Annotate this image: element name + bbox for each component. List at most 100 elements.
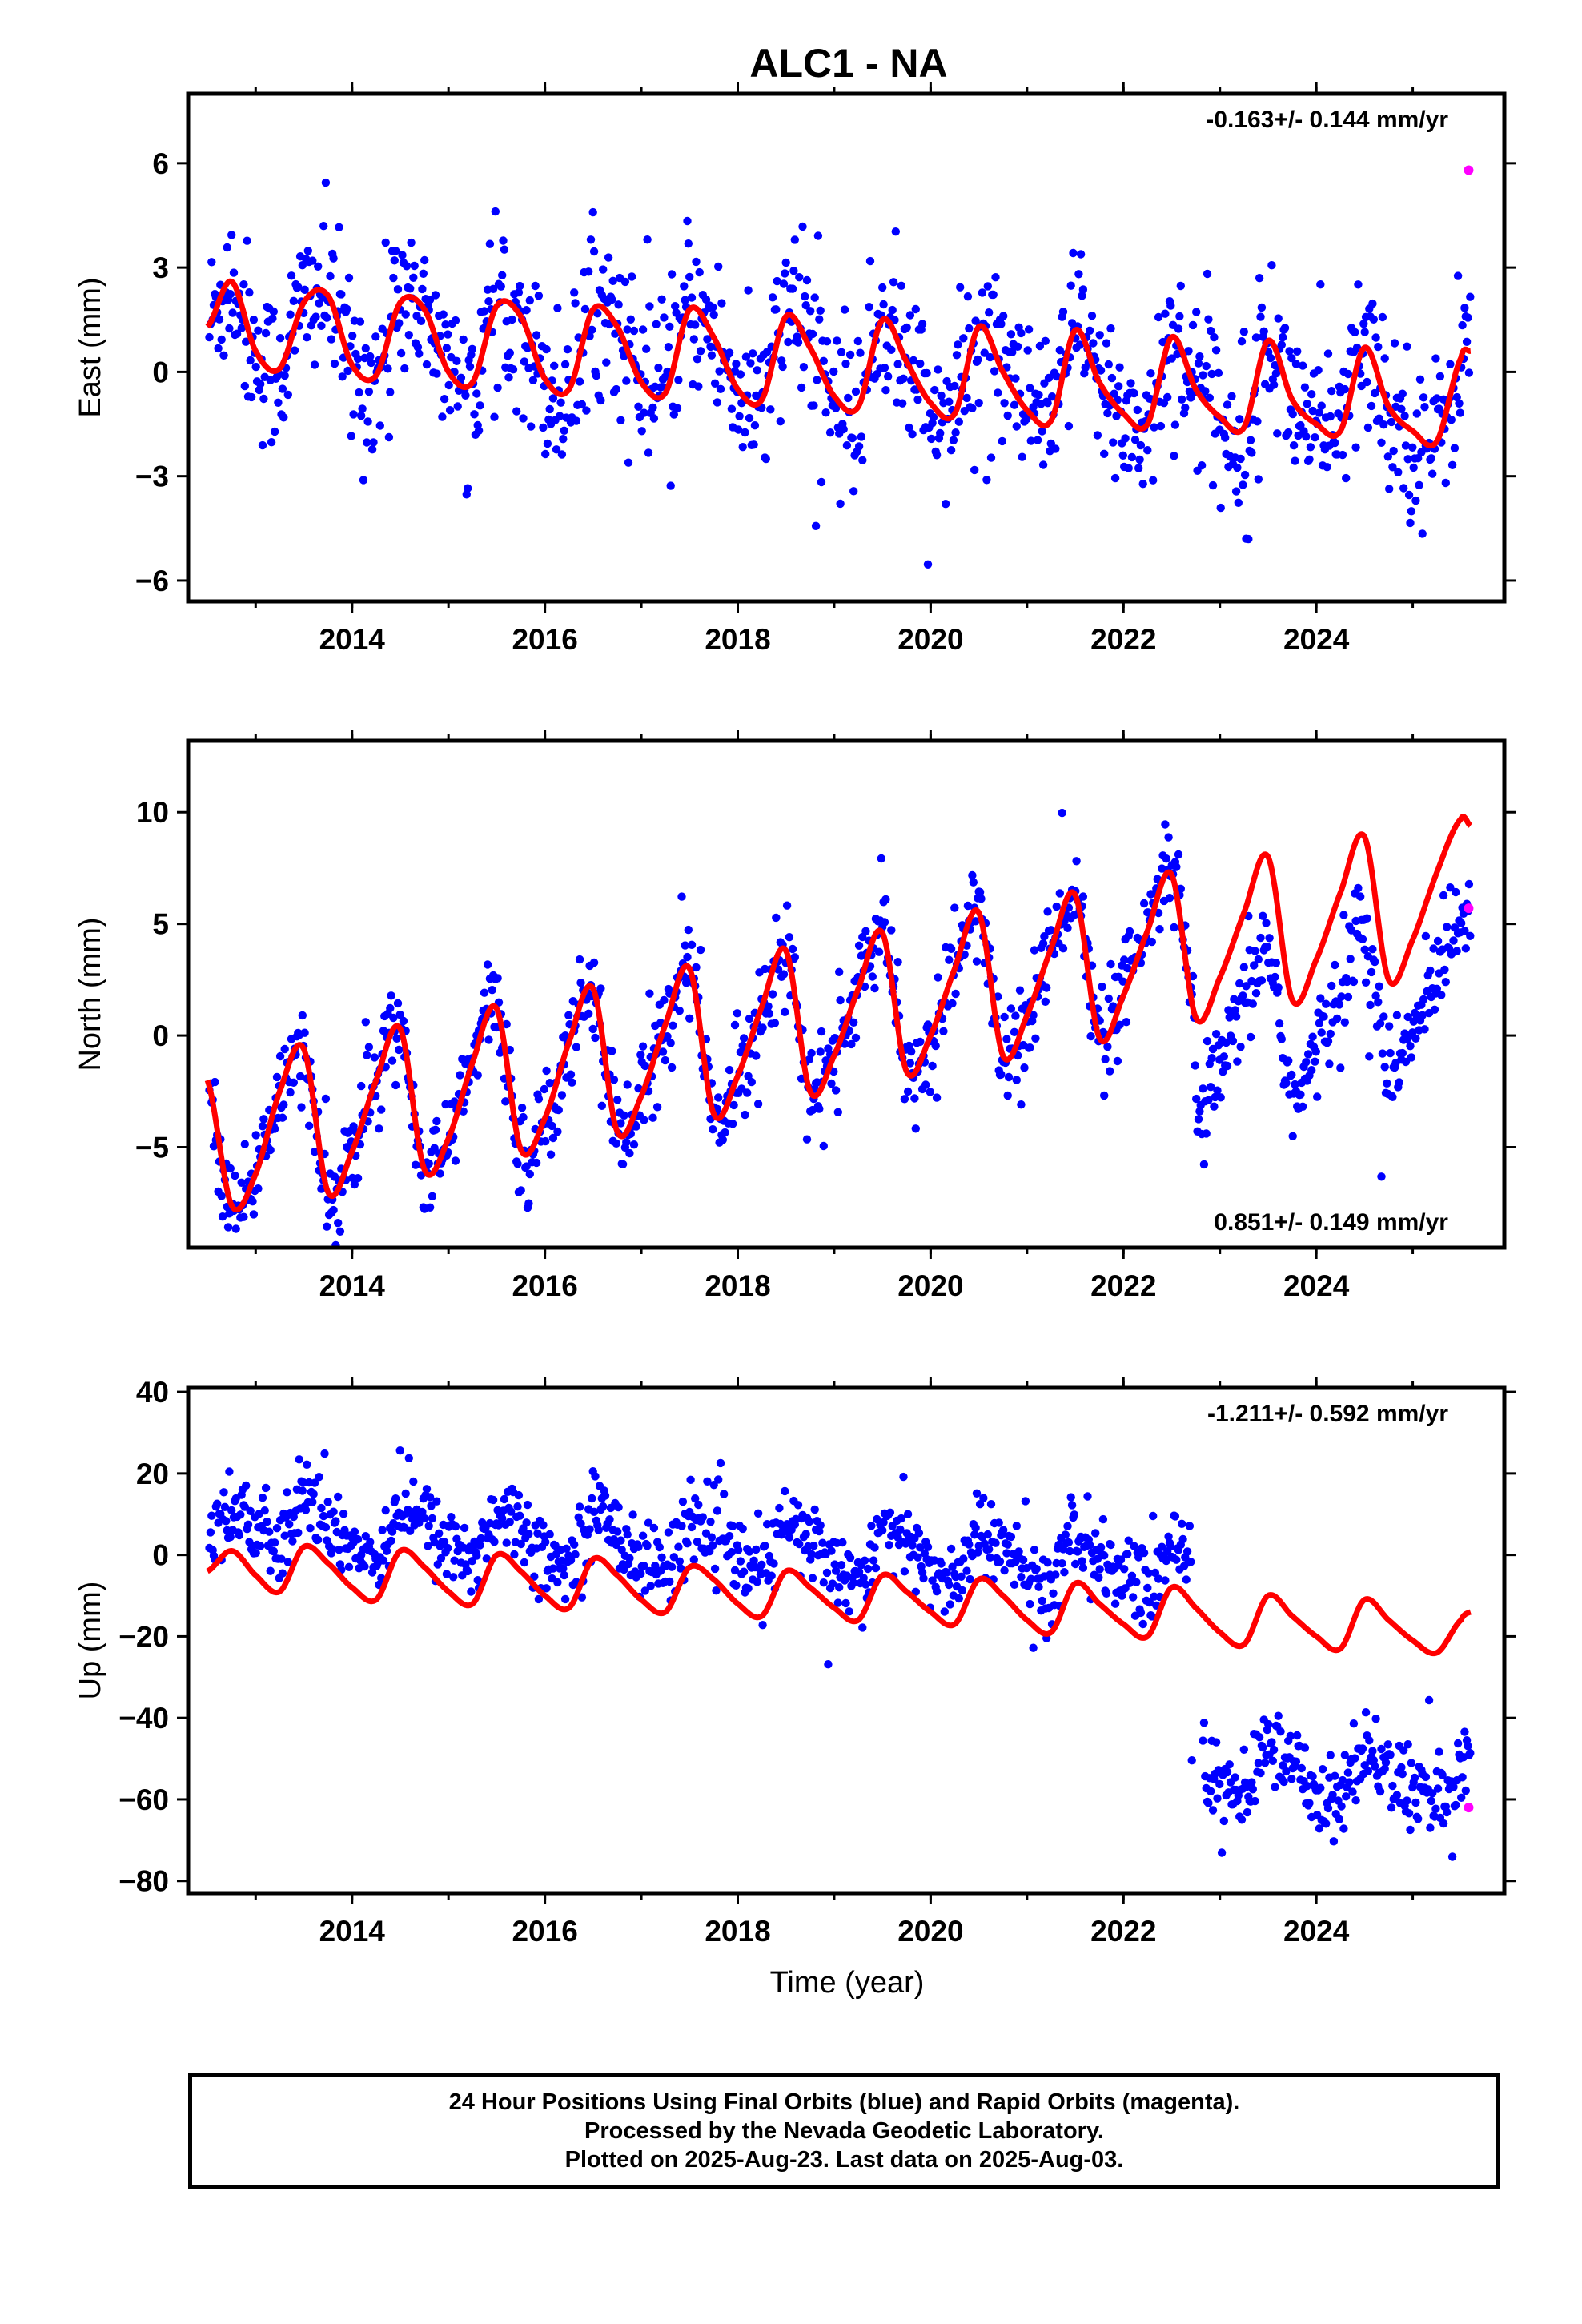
final-point: [366, 1538, 375, 1546]
final-point: [765, 1009, 774, 1018]
final-point: [957, 1572, 966, 1582]
final-point: [1143, 1583, 1152, 1593]
final-point: [1403, 342, 1411, 351]
final-point: [1010, 400, 1019, 409]
final-point: [279, 413, 288, 422]
final-point: [225, 1467, 234, 1476]
final-point: [335, 1227, 345, 1236]
final-point: [1100, 449, 1109, 458]
final-point: [816, 1521, 825, 1530]
final-point: [1314, 366, 1323, 375]
final-point: [1237, 1815, 1247, 1824]
final-point: [223, 1223, 233, 1232]
final-point: [658, 1047, 668, 1056]
final-point: [1399, 1746, 1408, 1755]
final-point: [714, 1093, 723, 1102]
final-point: [1337, 1802, 1346, 1811]
final-point: [626, 315, 635, 324]
final-point: [986, 1500, 996, 1509]
final-point: [1170, 1512, 1180, 1521]
final-point: [1234, 498, 1243, 507]
final-point: [577, 400, 587, 409]
final-point: [858, 456, 867, 464]
final-point: [1351, 1796, 1360, 1805]
final-point: [1338, 450, 1347, 460]
final-point: [1199, 371, 1207, 380]
final-point: [440, 395, 449, 404]
final-point: [449, 1573, 458, 1582]
final-point: [634, 402, 643, 411]
final-point: [768, 990, 777, 999]
final-point: [1064, 1538, 1074, 1547]
final-point: [1083, 1492, 1092, 1501]
final-point: [562, 1544, 571, 1554]
final-point: [207, 1511, 216, 1520]
final-point: [217, 1192, 226, 1200]
final-point: [1450, 444, 1460, 452]
final-point: [609, 1076, 619, 1084]
final-point: [1274, 983, 1283, 992]
final-point: [1358, 1744, 1367, 1753]
final-point: [586, 235, 596, 244]
final-point: [869, 1556, 878, 1565]
final-point: [930, 385, 939, 395]
final-point: [1247, 1778, 1256, 1787]
final-point: [1170, 420, 1180, 429]
final-point: [1268, 1756, 1278, 1765]
final-point: [1302, 432, 1311, 441]
final-point: [280, 1531, 289, 1540]
final-point: [651, 1562, 660, 1570]
final-point: [1392, 1011, 1402, 1019]
final-point: [1030, 946, 1039, 955]
final-point: [554, 1105, 563, 1115]
final-point: [1024, 325, 1034, 334]
final-point: [749, 440, 758, 449]
final-point: [570, 1540, 579, 1549]
final-point: [620, 277, 630, 287]
final-point: [1233, 463, 1242, 472]
final-point: [1356, 892, 1365, 901]
final-point: [1342, 473, 1351, 483]
x-axis-label: Time (year): [770, 1966, 925, 2000]
final-point: [1453, 1739, 1463, 1748]
final-point: [1447, 416, 1456, 424]
y-tick-label: −3: [135, 460, 169, 493]
final-point: [303, 333, 311, 342]
final-point: [585, 332, 594, 340]
final-point: [1192, 308, 1201, 316]
final-point: [227, 1506, 236, 1515]
final-point: [1257, 976, 1267, 985]
final-point: [1139, 899, 1149, 908]
final-point: [1026, 1599, 1034, 1609]
final-point: [649, 1523, 659, 1533]
final-point: [861, 1580, 870, 1589]
final-point: [516, 1511, 524, 1520]
final-point: [1096, 366, 1106, 375]
final-point: [488, 284, 498, 293]
final-point: [227, 231, 236, 239]
final-point: [428, 1192, 437, 1201]
final-point: [805, 1518, 813, 1526]
final-point: [999, 1526, 1008, 1534]
final-point: [734, 1546, 743, 1554]
final-point: [686, 1475, 695, 1485]
final-point: [661, 1055, 669, 1065]
final-point: [1125, 927, 1134, 936]
final-point: [300, 285, 309, 294]
final-point: [424, 1522, 433, 1530]
final-point: [710, 379, 720, 388]
final-point: [576, 1519, 585, 1528]
x-tick-label: 2018: [705, 1915, 770, 1948]
final-point: [729, 1100, 738, 1110]
final-point: [1101, 1055, 1110, 1063]
final-point: [613, 1527, 622, 1536]
final-point: [297, 1103, 306, 1112]
final-point: [696, 347, 705, 356]
final-point: [968, 404, 977, 412]
final-point: [525, 1169, 534, 1179]
final-point: [614, 300, 623, 309]
final-point: [1284, 428, 1293, 437]
final-point: [684, 925, 693, 935]
final-point: [235, 1530, 244, 1540]
final-point: [563, 345, 572, 354]
